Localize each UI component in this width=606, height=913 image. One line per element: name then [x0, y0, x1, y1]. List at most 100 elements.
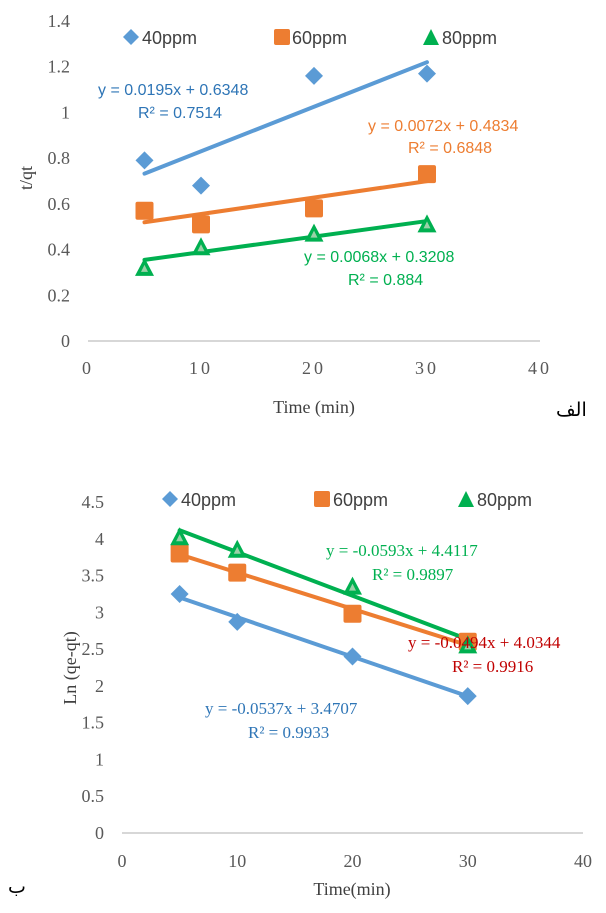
x-tick-label: 30 — [415, 358, 439, 378]
y-tick-label: 3 — [95, 602, 104, 622]
data-point-40ppm — [458, 687, 477, 706]
y-tick-label: 0.2 — [48, 285, 71, 305]
y-tick-label: 1 — [95, 749, 104, 769]
x-tick-label: 20 — [344, 851, 362, 871]
r2-label-80ppm: R² = 0.884 — [348, 272, 423, 289]
data-point-40ppm — [170, 584, 189, 603]
y-tick-label: 0.4 — [48, 240, 71, 260]
y-tick-label: 1.2 — [48, 57, 71, 77]
y-tick-labels: 0 0.2 0.4 0.6 0.8 1 1.2 1.4 — [48, 11, 71, 351]
data-point-highlight — [310, 230, 318, 238]
trendline-60ppm — [142, 179, 429, 225]
x-axis-title: Time (min) — [273, 397, 355, 418]
y-tick-label: 3.5 — [82, 566, 105, 586]
triangle-marker-icon — [458, 491, 474, 507]
x-tick-labels: 0 10 20 30 40 — [82, 358, 552, 378]
legend-item-80ppm: 80ppm — [423, 28, 497, 48]
y-tick-label: 1.5 — [82, 713, 105, 733]
data-point-highlight — [464, 642, 472, 650]
y-tick-label: 1 — [61, 102, 70, 122]
y-tick-labels: 0 0.5 1 1.5 2 2.5 3 3.5 4 4.5 — [82, 492, 105, 843]
data-point-60ppm — [170, 544, 189, 563]
legend-label: 40ppm — [142, 28, 197, 48]
y-tick-label: 0.8 — [48, 148, 71, 168]
legend: 40ppm 60ppm 80ppm — [123, 28, 497, 48]
y-tick-label: 0.6 — [48, 194, 71, 214]
x-tick-label: 40 — [528, 358, 552, 378]
trendline-60ppm — [177, 552, 470, 648]
y-tick-label: 0.5 — [82, 786, 105, 806]
y-tick-label: 1.4 — [48, 11, 71, 31]
legend-item-60ppm: 60ppm — [314, 490, 388, 510]
data-point-40ppm — [135, 151, 154, 170]
y-tick-label: 0 — [61, 331, 70, 351]
square-marker-icon — [314, 491, 330, 507]
r2-label-60ppm: R² = 0.6848 — [408, 140, 492, 157]
y-tick-label: 0 — [95, 823, 104, 843]
data-markers — [135, 64, 437, 276]
triangle-marker-icon — [423, 29, 439, 45]
y-tick-label: 4 — [95, 529, 104, 549]
panel-label-b: ب — [8, 876, 26, 898]
legend-item-60ppm: 60ppm — [274, 28, 347, 48]
legend-label: 40ppm — [181, 490, 236, 510]
chart-panel-a: 0 0.2 0.4 0.6 0.8 1 1.2 1.4 0 10 20 30 40 t/qt Time… — [16, 11, 587, 421]
x-axis-title: Time(min) — [313, 879, 390, 900]
square-marker-icon — [274, 29, 290, 45]
r2-label-40ppm: R² = 0.7514 — [138, 105, 222, 122]
x-tick-label: 20 — [302, 358, 326, 378]
data-point-highlight — [197, 244, 205, 252]
equation-label-80ppm: y = 0.0068x + 0.3208 — [304, 249, 454, 266]
y-tick-label: 4.5 — [82, 492, 105, 512]
legend-item-40ppm: 40ppm — [162, 490, 236, 510]
data-point-highlight — [176, 534, 184, 542]
x-tick-label: 30 — [459, 851, 477, 871]
y-tick-label: 2.5 — [82, 639, 105, 659]
data-point-60ppm — [343, 604, 362, 623]
legend-label: 80ppm — [442, 28, 497, 48]
data-point-60ppm — [228, 563, 247, 582]
equation-label-40ppm: y = 0.0195x + 0.6348 — [98, 82, 248, 99]
data-point-40ppm — [228, 612, 247, 631]
legend: 40ppm 60ppm 80ppm — [162, 490, 532, 510]
equation-label-40ppm: y = -0.0537x + 3.4707 — [205, 699, 358, 718]
data-point-40ppm — [305, 66, 323, 85]
legend-item-40ppm: 40ppm — [123, 28, 197, 48]
chart-panel-b: 0 0.5 1 1.5 2 2.5 3 3.5 4 4.5 0 10 20 30 40 Ln (qe-qt… — [8, 490, 592, 900]
x-tick-label: 40 — [574, 851, 592, 871]
data-point-60ppm — [305, 199, 323, 218]
diamond-marker-icon — [123, 29, 139, 45]
r2-label-80ppm: R² = 0.9897 — [372, 565, 454, 584]
data-point-60ppm — [135, 201, 154, 220]
legend-item-80ppm: 80ppm — [458, 490, 532, 510]
x-tick-labels: 0 10 20 30 40 — [118, 851, 593, 871]
data-point-highlight — [233, 546, 241, 554]
r2-label-60ppm: R² = 0.9916 — [452, 657, 533, 676]
data-point-highlight — [423, 221, 431, 229]
data-markers — [170, 527, 478, 706]
equation-label-60ppm: y = -0.0494x + 4.0344 — [408, 633, 561, 652]
legend-label: 80ppm — [477, 490, 532, 510]
trendline-80ppm — [177, 528, 470, 642]
x-tick-label: 10 — [228, 851, 246, 871]
diamond-marker-icon — [162, 491, 178, 507]
data-point-40ppm — [343, 647, 362, 666]
data-point-40ppm — [418, 64, 436, 83]
y-axis-title: t/qt — [16, 166, 36, 190]
x-tick-label: 0 — [118, 851, 127, 871]
x-tick-label: 10 — [189, 358, 213, 378]
equation-label-80ppm: y = -0.0593x + 4.4117 — [326, 541, 478, 560]
data-point-highlight — [349, 583, 356, 591]
equation-label-60ppm: y = 0.0072x + 0.4834 — [368, 118, 518, 135]
r2-label-40ppm: R² = 0.9933 — [248, 723, 329, 742]
trendline-40ppm — [142, 60, 429, 176]
data-point-40ppm — [192, 176, 210, 195]
trendlines — [142, 60, 429, 262]
x-tick-label: 0 — [82, 358, 94, 378]
trendline-80ppm — [142, 219, 429, 262]
data-point-highlight — [141, 264, 148, 272]
legend-label: 60ppm — [333, 490, 388, 510]
data-point-60ppm — [418, 165, 436, 184]
y-axis-title: Ln (qe-qt) — [60, 631, 81, 704]
